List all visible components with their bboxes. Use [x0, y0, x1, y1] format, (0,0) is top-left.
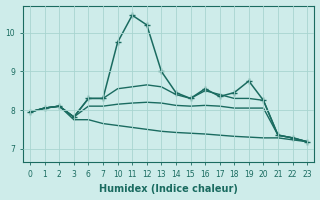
X-axis label: Humidex (Indice chaleur): Humidex (Indice chaleur) [99, 184, 238, 194]
